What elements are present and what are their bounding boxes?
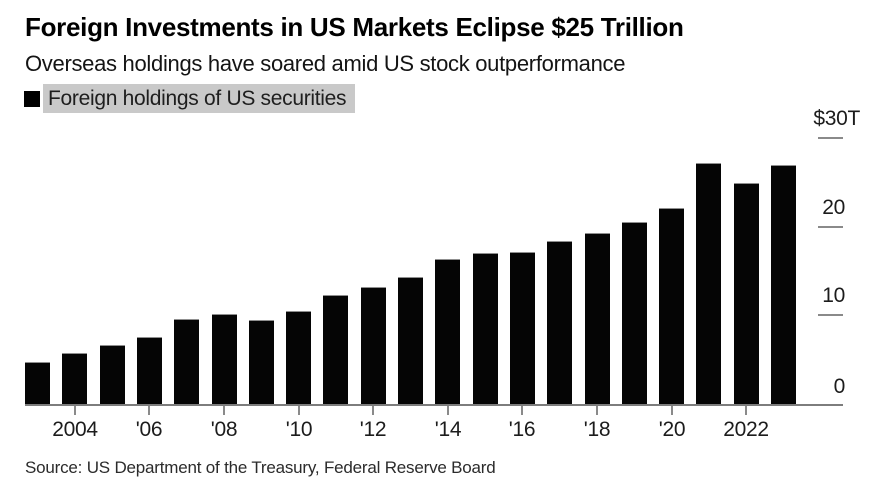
- legend-swatch-icon: [24, 90, 40, 107]
- x-tick-2008: [223, 406, 225, 415]
- bar-2017: [547, 241, 572, 404]
- x-tick-2018: [596, 406, 598, 415]
- bar-2019: [622, 222, 647, 404]
- y-tick-20: [818, 226, 843, 228]
- bar-2022: [734, 183, 759, 404]
- legend: Foreign holdings of US securities: [24, 84, 356, 113]
- bar-2012: [361, 287, 386, 404]
- bar-2018: [585, 233, 610, 404]
- legend-label: Foreign holdings of US securities: [43, 84, 356, 113]
- x-tick-2006: [148, 406, 150, 415]
- x-tick-2016: [521, 406, 523, 415]
- x-tick-2004: [74, 406, 76, 415]
- x-tick-label-2008: '08: [210, 418, 238, 441]
- x-tick-2014: [447, 406, 449, 415]
- y-tick-label-30: $30T: [813, 107, 860, 130]
- bar-2005: [100, 345, 125, 404]
- bar-2008: [212, 314, 237, 404]
- y-tick-label-10: 10: [822, 284, 845, 307]
- bar-2021: [696, 163, 721, 404]
- x-tick-label-2018: '18: [583, 418, 611, 441]
- bar-2011: [323, 295, 348, 404]
- bar-2003: [25, 362, 50, 404]
- bar-2006: [137, 337, 162, 404]
- bar-2004: [62, 353, 87, 404]
- x-tick-label-2010: '10: [285, 418, 313, 441]
- bar-2010: [286, 311, 311, 404]
- chart-title: Foreign Investments in US Markets Eclips…: [25, 12, 684, 42]
- chart-subtitle: Overseas holdings have soared amid US st…: [25, 51, 626, 76]
- x-tick-label-2006: '06: [135, 418, 163, 441]
- bar-2013: [398, 277, 423, 404]
- x-tick-label-2020: '20: [658, 418, 686, 441]
- bar-2009: [249, 320, 274, 404]
- bar-2015: [473, 253, 498, 404]
- source-note: Source: US Department of the Treasury, F…: [25, 458, 496, 477]
- y-tick-30: [818, 137, 843, 139]
- x-tick-label-2012: '12: [359, 418, 387, 441]
- x-tick-2020: [671, 406, 673, 415]
- bar-2023: [771, 165, 796, 404]
- x-tick-2022: [745, 406, 747, 415]
- bar-2016: [510, 252, 535, 404]
- x-tick-label-2014: '14: [434, 418, 462, 441]
- bar-2014: [435, 259, 460, 404]
- y-tick-label-0: 0: [833, 375, 846, 398]
- x-tick-2010: [298, 406, 300, 415]
- x-tick-label-2022: 2022: [723, 418, 769, 441]
- bar-2007: [174, 319, 199, 404]
- x-tick-2012: [372, 406, 374, 415]
- y-tick-label-20: 20: [822, 196, 845, 219]
- x-axis-line: [25, 404, 843, 406]
- bar-2020: [659, 208, 684, 404]
- y-tick-10: [818, 314, 843, 316]
- x-tick-label-2004: 2004: [52, 418, 98, 441]
- x-tick-label-2016: '16: [508, 418, 536, 441]
